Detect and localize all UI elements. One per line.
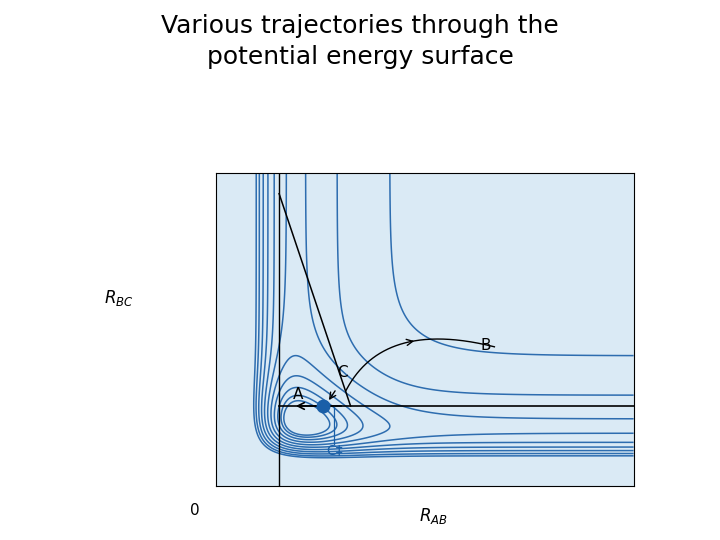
Text: $R_{BC}$: $R_{BC}$ — [104, 288, 134, 308]
Text: $R_{AB}$: $R_{AB}$ — [419, 505, 448, 526]
Text: 0: 0 — [189, 503, 199, 518]
Text: Various trajectories through the
potential energy surface: Various trajectories through the potenti… — [161, 14, 559, 69]
Text: C: C — [337, 364, 347, 380]
Text: B: B — [480, 338, 491, 353]
Text: A: A — [293, 387, 303, 402]
Text: C‡: C‡ — [326, 444, 343, 458]
